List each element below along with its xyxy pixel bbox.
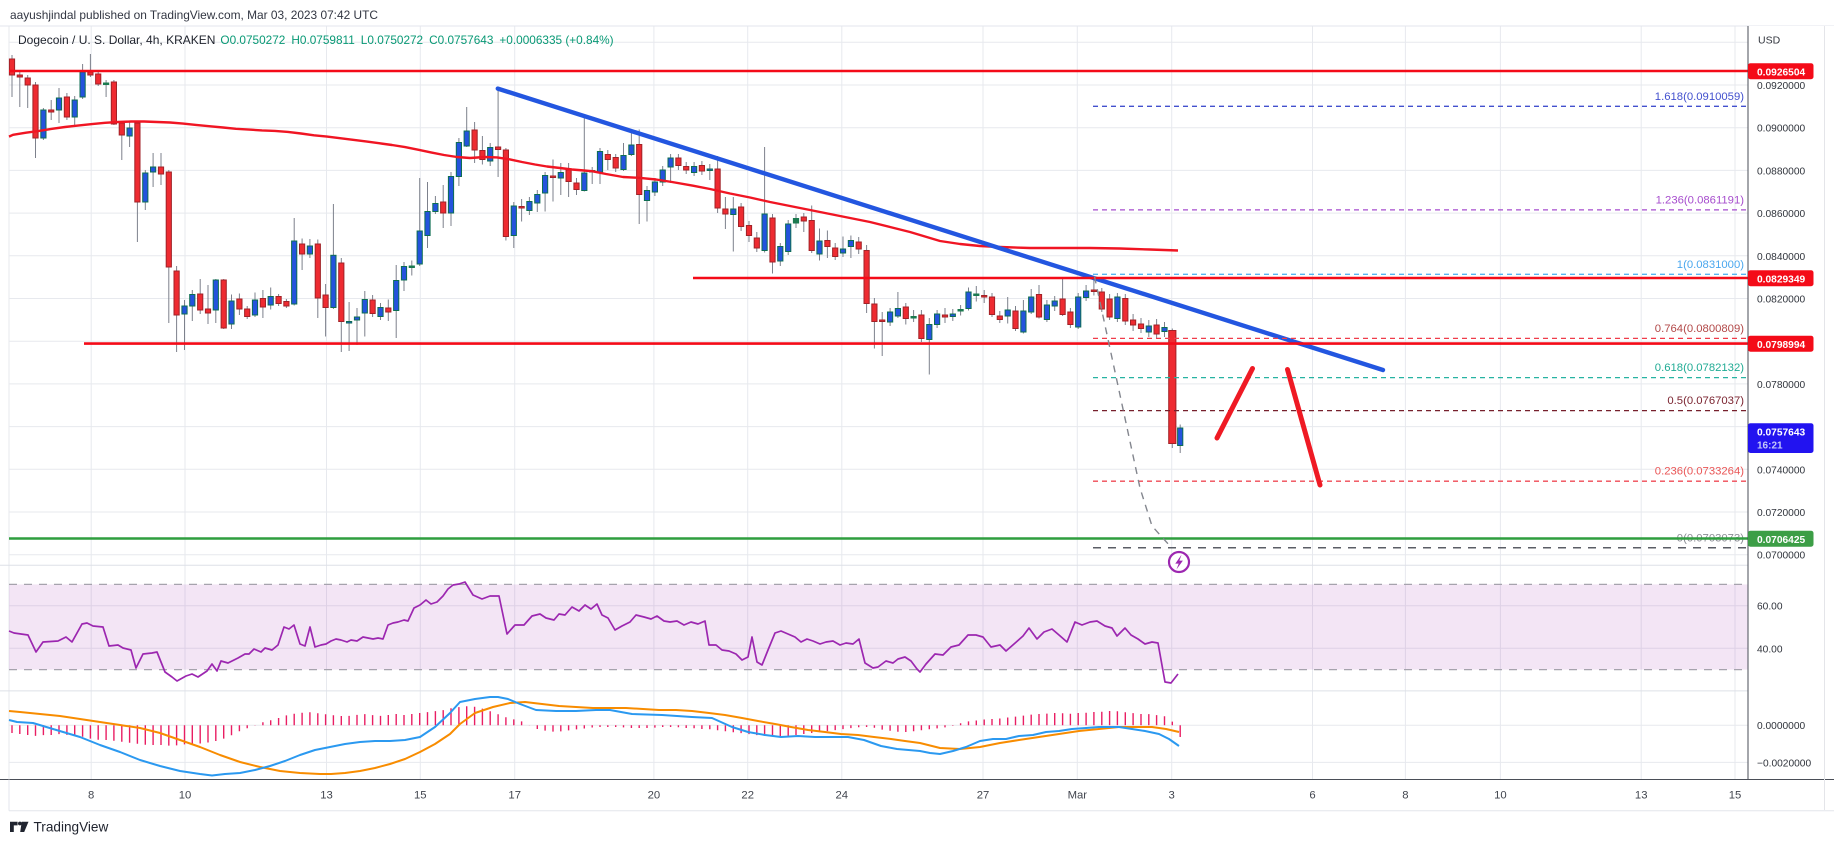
svg-text:0.0000000: 0.0000000 — [1757, 721, 1805, 732]
svg-text:0.0740000: 0.0740000 — [1757, 465, 1805, 476]
svg-text:Mar: Mar — [1068, 790, 1088, 802]
svg-text:0.0900000: 0.0900000 — [1757, 124, 1805, 135]
svg-text:0.0798994: 0.0798994 — [1757, 340, 1805, 351]
svg-text:60.00: 60.00 — [1757, 602, 1783, 613]
svg-text:0.0700000: 0.0700000 — [1757, 551, 1805, 562]
svg-text:1.618(0.0910059): 1.618(0.0910059) — [1655, 91, 1744, 103]
svg-text:0.5(0.0767037): 0.5(0.0767037) — [1667, 395, 1744, 407]
svg-text:0.0780000: 0.0780000 — [1757, 380, 1805, 391]
svg-text:16:21: 16:21 — [1757, 441, 1783, 452]
svg-text:0.0820000: 0.0820000 — [1757, 295, 1805, 306]
svg-text:8: 8 — [1402, 790, 1408, 802]
svg-text:13: 13 — [320, 790, 333, 802]
svg-text:0.0829349: 0.0829349 — [1757, 274, 1805, 285]
svg-text:0.764(0.0800809): 0.764(0.0800809) — [1655, 323, 1744, 335]
svg-text:0.236(0.0733264): 0.236(0.0733264) — [1655, 466, 1744, 478]
svg-text:Dogecoin / U. S. Dollar, 4h, K: Dogecoin / U. S. Dollar, 4h, KRAKEN O0.07… — [18, 33, 614, 47]
svg-text:0.0920000: 0.0920000 — [1757, 81, 1805, 92]
svg-text:10: 10 — [179, 790, 192, 802]
svg-text:15: 15 — [414, 790, 427, 802]
svg-text:aayushjindal published on Trad: aayushjindal published on TradingView.co… — [10, 8, 378, 22]
svg-text:0.0706425: 0.0706425 — [1757, 535, 1805, 546]
svg-text:−0.0020000: −0.0020000 — [1757, 758, 1811, 769]
svg-text:6: 6 — [1309, 790, 1315, 802]
svg-text:1(0.0831000): 1(0.0831000) — [1677, 259, 1744, 271]
svg-text:0.0926504: 0.0926504 — [1757, 67, 1805, 78]
svg-text:0.0880000: 0.0880000 — [1757, 166, 1805, 177]
svg-text:40.00: 40.00 — [1757, 644, 1783, 655]
svg-text:0.0720000: 0.0720000 — [1757, 508, 1805, 519]
svg-text:3: 3 — [1169, 790, 1175, 802]
svg-text:22: 22 — [741, 790, 754, 802]
svg-text:13: 13 — [1635, 790, 1648, 802]
svg-text:27: 27 — [977, 790, 990, 802]
svg-text:USD: USD — [1758, 35, 1781, 47]
svg-text:1.236(0.0861191): 1.236(0.0861191) — [1656, 194, 1745, 206]
svg-text:17: 17 — [508, 790, 521, 802]
svg-text:0.0860000: 0.0860000 — [1757, 209, 1805, 220]
svg-text:15: 15 — [1729, 790, 1742, 802]
svg-text:TradingView: TradingView — [34, 820, 109, 835]
svg-text:20: 20 — [648, 790, 661, 802]
svg-text:0.0840000: 0.0840000 — [1757, 252, 1805, 263]
svg-text:24: 24 — [836, 790, 849, 802]
svg-text:10: 10 — [1494, 790, 1507, 802]
svg-text:0.0757643: 0.0757643 — [1757, 428, 1805, 439]
svg-text:0.618(0.0782132): 0.618(0.0782132) — [1655, 362, 1744, 374]
svg-text:8: 8 — [88, 790, 94, 802]
